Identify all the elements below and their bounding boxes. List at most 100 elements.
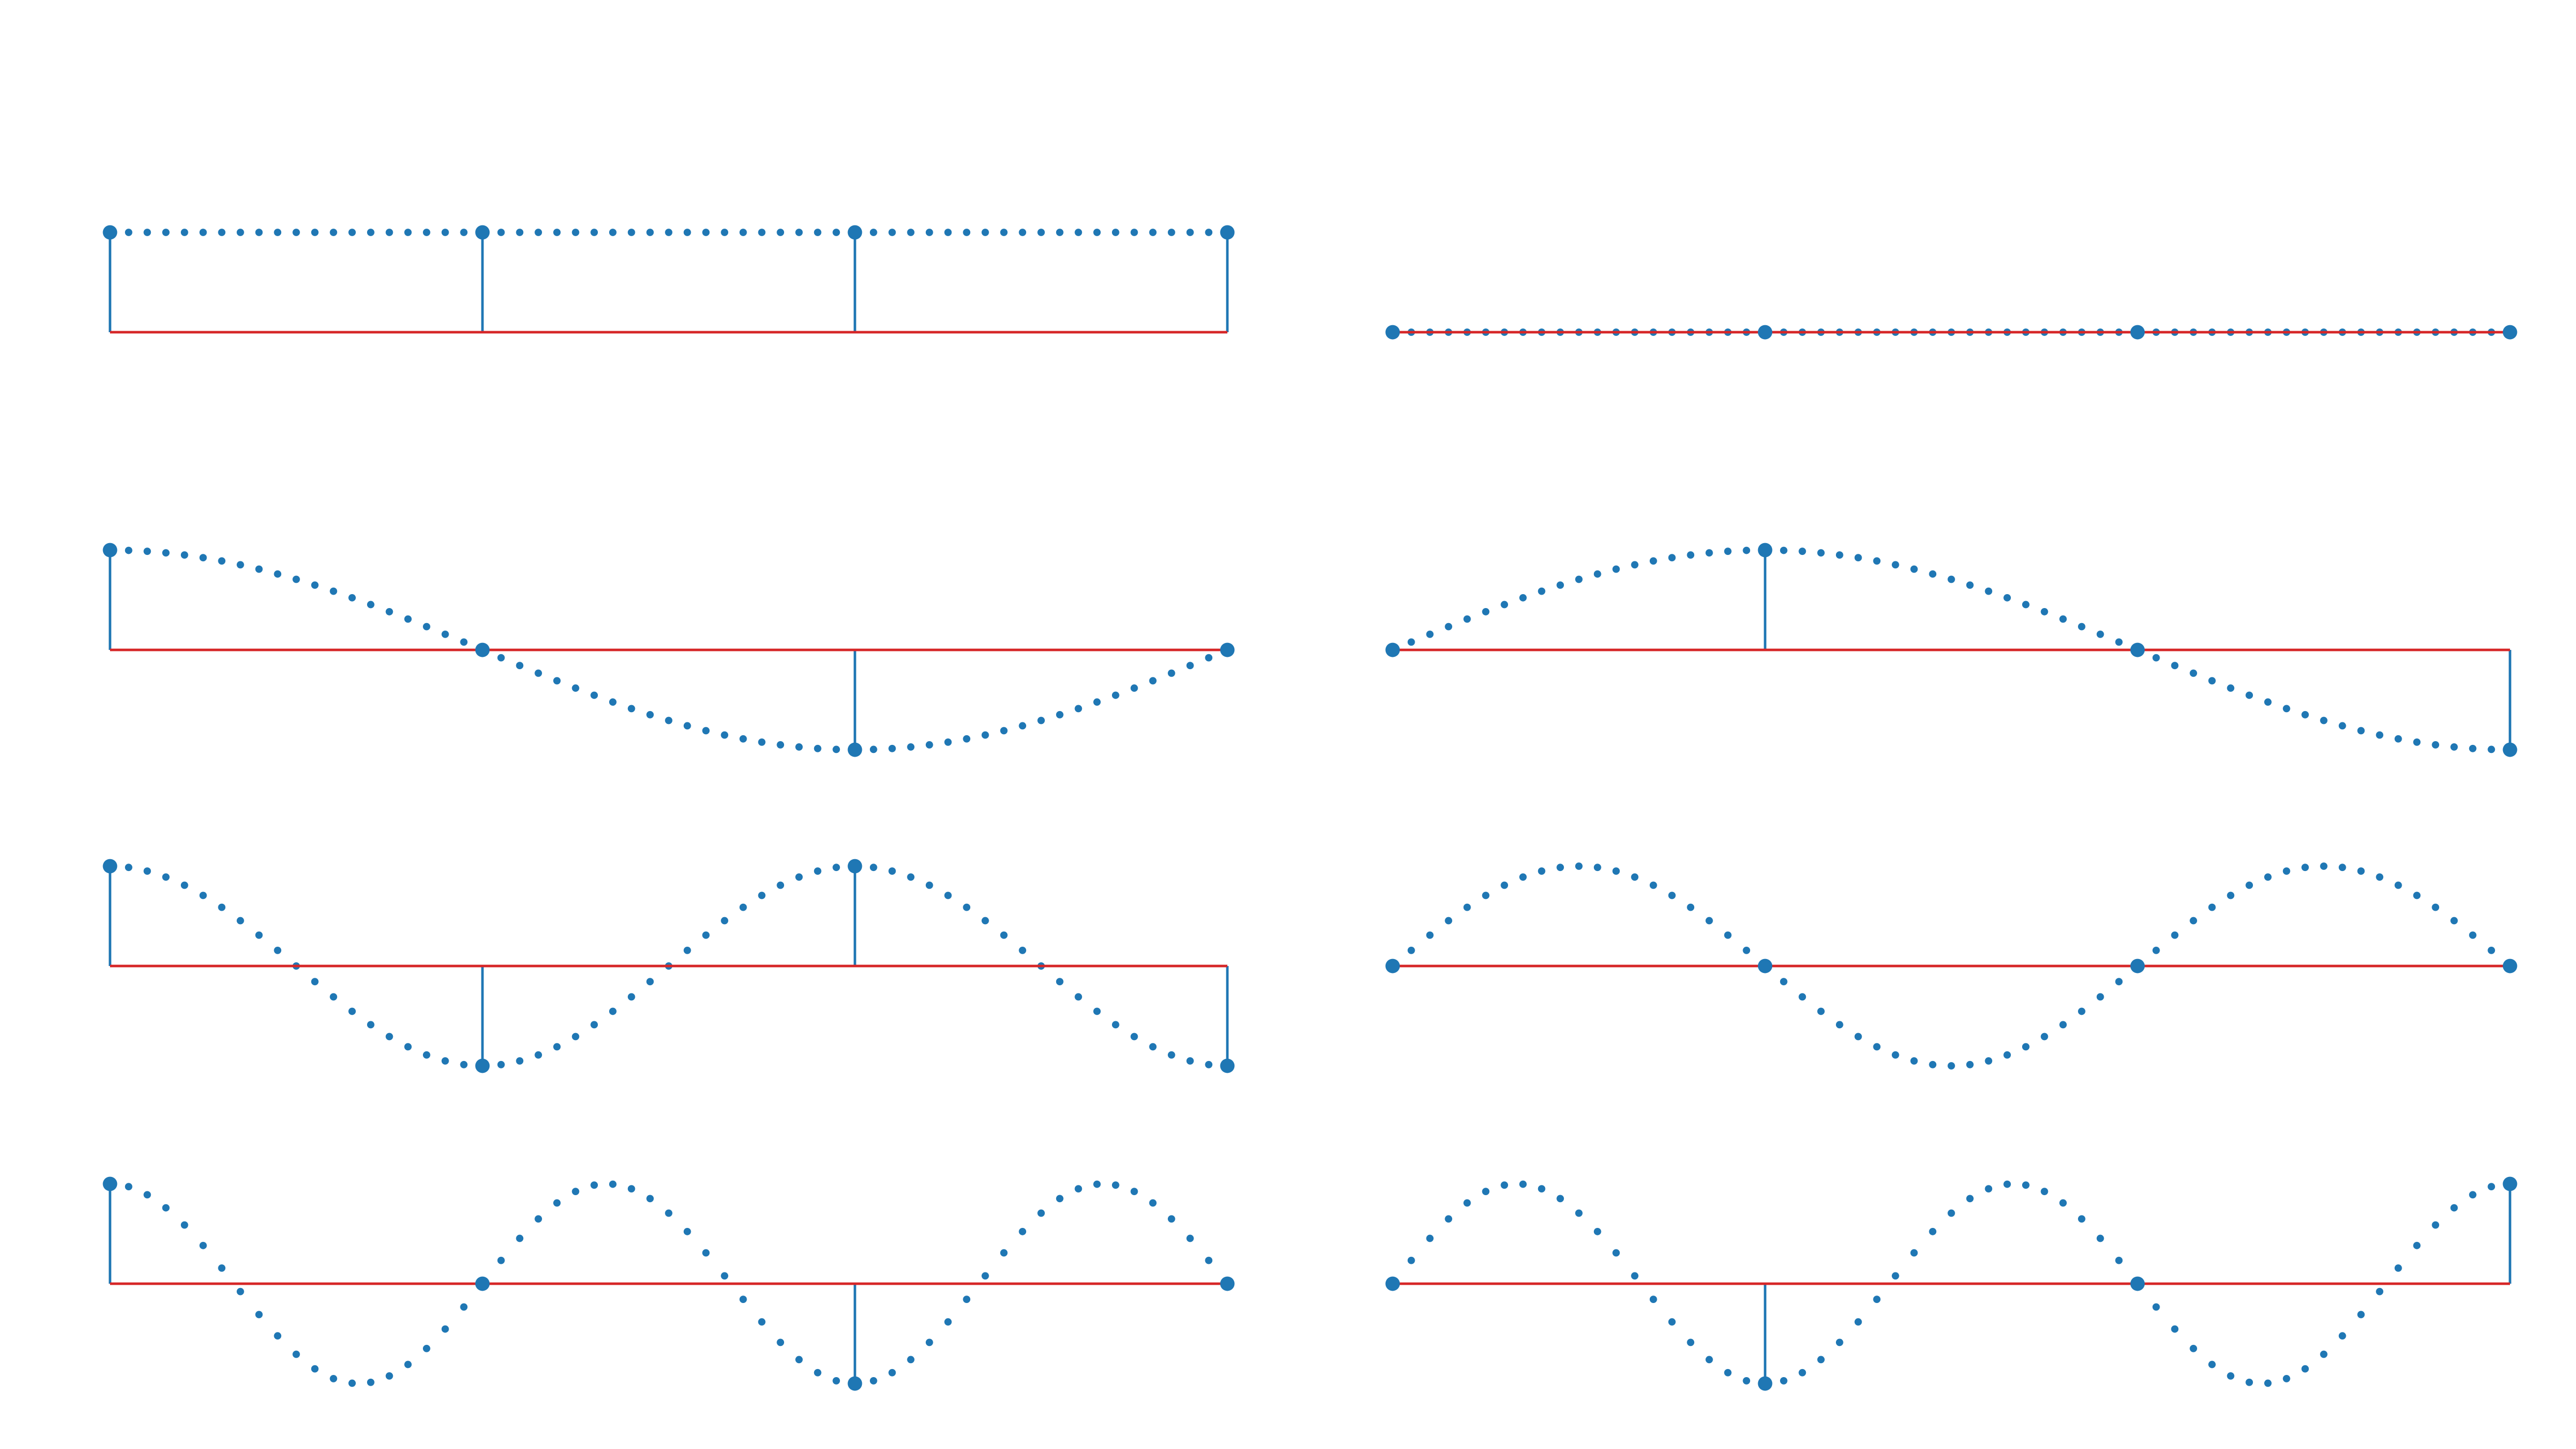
stem-marker (1385, 325, 1400, 340)
curve-dot (665, 716, 672, 724)
curve-dot (1910, 1057, 1918, 1065)
curve-dot (2413, 1241, 2421, 1249)
curve-dot (553, 677, 561, 685)
curve-dot (2450, 743, 2458, 751)
curve-dot (739, 735, 747, 743)
curve-dot (1186, 1057, 1194, 1065)
curve-dot (1817, 1356, 1825, 1364)
stem-panel-sin-k0 (1385, 325, 2518, 340)
curve-dot (2096, 631, 2104, 638)
curve-dot (1612, 867, 1620, 875)
curve-dot (2190, 917, 2197, 925)
curve-dot (1019, 1227, 1027, 1235)
curve-dot (777, 1338, 785, 1346)
curve-dot (292, 229, 300, 236)
curve-dot (2264, 698, 2272, 706)
curve-dot (2432, 741, 2440, 749)
curve-dot (385, 229, 393, 236)
curve-dot (739, 229, 747, 236)
curve-dot (627, 993, 635, 1001)
curve-dot (627, 705, 635, 713)
curve-dot (683, 722, 691, 730)
curve-dot (1445, 623, 1452, 631)
curve-dot (1426, 631, 1434, 638)
curve-dot (982, 917, 989, 925)
curve-dot (1743, 546, 1751, 554)
curve-dot (925, 1338, 933, 1346)
curve-dot (2078, 1007, 2085, 1015)
curve-dot (1168, 1215, 1175, 1223)
stem-marker (2130, 958, 2145, 974)
stem-marker (475, 642, 490, 657)
curve-dot (199, 229, 207, 236)
curve-dot (2394, 881, 2402, 889)
curve-dot (1000, 229, 1008, 236)
curve-dot (2357, 727, 2365, 735)
curve-dot (1056, 978, 1064, 985)
curve-dot (1892, 1051, 1899, 1059)
curve-dot (1205, 229, 1213, 236)
curve-dot (1130, 684, 1138, 692)
curve-dot (1037, 1209, 1045, 1217)
curve-dot (1093, 1180, 1101, 1188)
curve-dot (982, 731, 989, 739)
curve-dot (1074, 705, 1082, 713)
curve-dot (2245, 1378, 2253, 1386)
curve-dot (590, 1021, 598, 1029)
curve-dot (1985, 587, 1993, 595)
curve-dot (2245, 691, 2253, 699)
curve-dot (2040, 1033, 2048, 1041)
curve-dot (590, 229, 598, 236)
stem-marker (1220, 1058, 1235, 1073)
curve-dot (2357, 867, 2365, 875)
curve-dot (348, 1379, 356, 1387)
curve-dot (2190, 669, 2197, 677)
curve-dot (1538, 587, 1546, 595)
curve-dot (1929, 1060, 1937, 1069)
stem-marker (2502, 325, 2518, 340)
stem-marker (1758, 1376, 1773, 1391)
curve-dot (274, 229, 282, 236)
curve-dot (721, 917, 728, 925)
stem-marker (2502, 1176, 2518, 1191)
curve-dot (162, 1204, 170, 1212)
curve-dot (1130, 229, 1138, 236)
curve-dot (2003, 1180, 2011, 1188)
curve-dot (2059, 615, 2067, 623)
curve-dot (348, 594, 356, 602)
curve-dot (1000, 931, 1008, 939)
curve-dot (1056, 711, 1064, 719)
curve-dot (2003, 1051, 2011, 1059)
curve-dot (1835, 1338, 1843, 1346)
curve-dot (1093, 229, 1101, 236)
curve-dot (2227, 891, 2235, 899)
curve-dot (758, 229, 766, 236)
stem-marker (103, 225, 118, 240)
curve-dot (1538, 867, 1546, 875)
stem-marker (1758, 543, 1773, 558)
curve-dot (237, 917, 244, 925)
curve-dot (1817, 1007, 1825, 1015)
curve-dot (907, 743, 914, 751)
curve-dot (2264, 1379, 2272, 1387)
curve-dot (1445, 917, 1452, 925)
curve-dot (1817, 549, 1825, 557)
curve-dot (1111, 691, 1119, 699)
stem-marker (475, 225, 490, 240)
stem-marker (475, 1276, 490, 1291)
curve-dot (572, 684, 580, 692)
curve-dot (125, 863, 133, 872)
curve-dot (1168, 229, 1175, 236)
curve-dot (553, 1199, 561, 1207)
curve-dot (1873, 1043, 1881, 1051)
curve-dot (2432, 1221, 2440, 1229)
stem-marker (1220, 1276, 1235, 1291)
curve-dot (1426, 1234, 1434, 1242)
curve-dot (888, 867, 896, 875)
curve-dot (1074, 229, 1082, 236)
curve-dot (1037, 229, 1045, 236)
curve-dot (330, 587, 338, 595)
curve-dot (1130, 1188, 1138, 1196)
curve-dot (646, 1195, 654, 1203)
